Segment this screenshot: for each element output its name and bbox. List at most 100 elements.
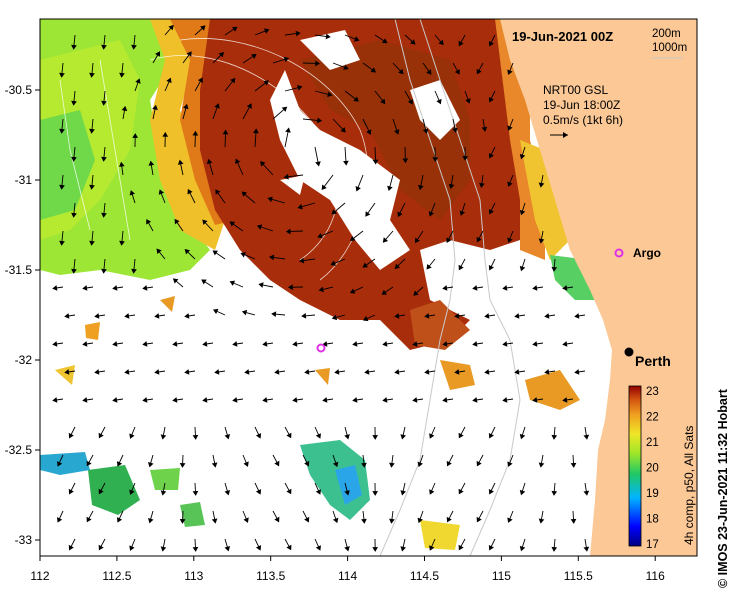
current-arrow-icon	[394, 258, 406, 270]
current-arrow-icon	[507, 230, 514, 243]
current-arrow-icon	[551, 258, 558, 272]
argo-offshore-marker-icon	[316, 343, 326, 353]
current-arrow-icon	[429, 482, 436, 495]
current-arrow-icon	[389, 454, 395, 468]
current-arrow-icon	[442, 341, 454, 347]
current-arrow-icon	[254, 482, 262, 495]
current-arrow-icon	[235, 158, 244, 176]
current-arrow-icon	[131, 258, 137, 274]
current-arrow-icon	[488, 146, 496, 159]
current-arrow-icon	[458, 538, 466, 551]
current-arrow-icon	[112, 341, 124, 347]
current-arrow-icon	[314, 90, 333, 98]
current-arrow-icon	[256, 224, 274, 232]
x-tick-label: 112	[30, 569, 49, 583]
current-arrow-icon	[64, 369, 76, 375]
current-arrow-icon	[322, 397, 334, 403]
current-arrow-icon	[583, 482, 590, 496]
current-arrow-icon	[544, 313, 556, 319]
current-arrow-icon	[142, 285, 154, 291]
current-arrow-icon	[232, 397, 244, 403]
current-arrow-icon	[332, 62, 349, 70]
contour-legend-1000m: 1000m	[652, 42, 687, 54]
perth-marker-icon	[624, 347, 634, 357]
current-arrow-icon	[214, 369, 226, 375]
current-arrow-icon	[389, 510, 395, 524]
current-arrow-icon	[254, 538, 262, 551]
current-arrow-icon	[192, 130, 199, 148]
x-axis: 112 112.5 113 113.5 114 114.5 115 115.5 116	[30, 556, 665, 583]
current-arrow-icon	[434, 34, 444, 46]
current-arrow-icon	[352, 341, 364, 347]
current-arrow-icon	[434, 90, 442, 105]
current-arrow-icon	[179, 510, 186, 524]
current-arrow-icon	[418, 174, 424, 191]
current-arrow-icon	[129, 538, 136, 551]
y-tick-label: -33	[15, 533, 33, 547]
current-arrow-icon	[372, 146, 379, 165]
current-arrow-icon	[413, 286, 424, 296]
current-arrow-icon	[314, 482, 321, 495]
current-arrow-icon	[160, 426, 167, 440]
current-arrow-icon	[507, 454, 514, 467]
current-arrow-icon	[429, 538, 436, 551]
current-arrow-icon	[192, 538, 199, 552]
current-arrow-icon	[244, 369, 256, 375]
current-arrow-icon	[152, 104, 158, 120]
x-tick-label: 115.5	[564, 569, 593, 583]
current-arrow-icon	[382, 230, 394, 243]
current-arrow-icon	[412, 397, 424, 403]
current-arrow-icon	[331, 314, 346, 321]
current-arrow-icon	[129, 190, 136, 204]
y-axis: -30.5 -31 -31.5 -32 -32.5 -33	[5, 83, 40, 547]
current-arrow-icon	[432, 146, 439, 163]
current-arrow-icon	[158, 189, 166, 204]
current-arrow-icon	[156, 248, 166, 260]
current-arrow-icon	[507, 62, 514, 75]
current-arrow-icon	[52, 397, 64, 403]
current-arrow-icon	[314, 426, 321, 439]
perth-label: Perth	[635, 353, 671, 369]
current-arrow-icon	[344, 34, 360, 42]
current-arrow-icon	[148, 160, 155, 176]
x-tick-label: 112.5	[102, 569, 131, 583]
colorbar-tick-label: 17	[646, 539, 659, 551]
current-arrow-icon	[507, 118, 514, 131]
current-arrow-icon	[211, 510, 218, 524]
current-arrow-icon	[272, 56, 290, 64]
current-arrow-icon	[583, 538, 590, 552]
current-arrow-icon	[202, 341, 214, 347]
argo-label: Argo	[633, 246, 661, 260]
current-arrow-icon	[458, 426, 466, 439]
current-arrow-icon	[334, 369, 346, 375]
current-arrow-icon	[292, 341, 304, 347]
current-arrow-icon	[392, 62, 404, 75]
contour-legend-200m: 200m	[652, 28, 681, 40]
current-arrow-icon	[82, 397, 94, 403]
current-arrow-icon	[488, 90, 496, 103]
current-arrow-icon	[284, 426, 292, 439]
current-arrow-icon	[414, 230, 424, 244]
current-arrow-icon	[544, 369, 556, 375]
land-mass	[500, 19, 697, 556]
current-arrow-icon	[184, 248, 196, 260]
current-arrow-icon	[394, 313, 406, 319]
current-arrow-icon	[302, 60, 320, 67]
current-arrow-icon	[446, 510, 454, 523]
current-arrow-icon	[182, 51, 192, 64]
current-arrow-icon	[56, 510, 64, 523]
current-arrow-icon	[232, 341, 244, 347]
colorbar-tick-label: 19	[646, 488, 659, 500]
current-arrow-icon	[56, 454, 64, 467]
current-arrow-icon	[64, 313, 76, 319]
current-arrow-icon	[344, 90, 359, 102]
current-arrow-icon	[184, 369, 196, 375]
y-tick-label: -31	[15, 173, 33, 187]
x-tick-label: 113.5	[256, 569, 285, 583]
current-arrow-icon	[242, 54, 257, 64]
current-arrow-icon	[206, 158, 214, 176]
current-arrow-icon	[424, 369, 436, 375]
colorbar-title: 4h comp, p50, All Sats	[682, 426, 696, 545]
current-arrow-icon	[201, 279, 214, 288]
